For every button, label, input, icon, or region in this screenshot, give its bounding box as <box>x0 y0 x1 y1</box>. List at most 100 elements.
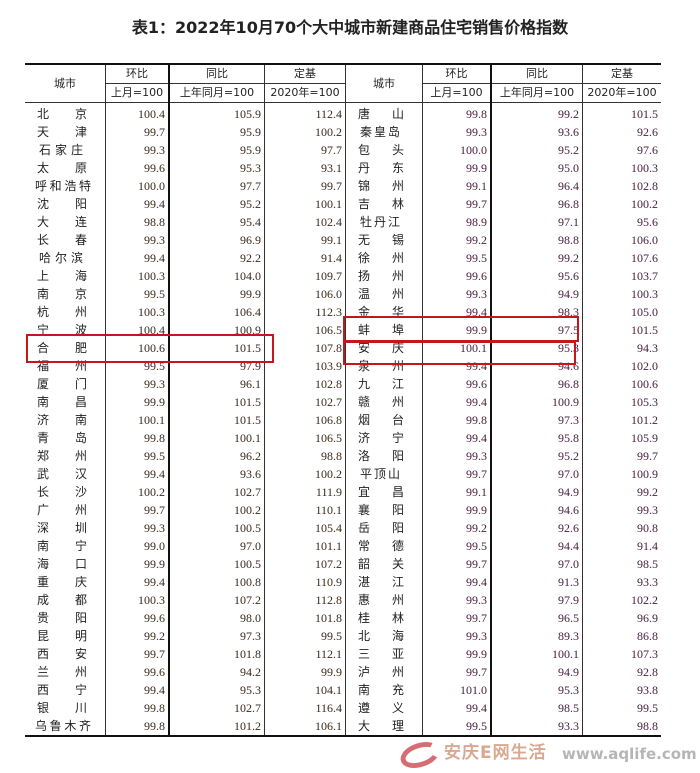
city-name: 锦州 <box>345 177 423 195</box>
header-mom-left: 环比 <box>105 64 169 84</box>
yoy-index: 96.8 <box>490 195 583 213</box>
city-name: 广州 <box>37 503 87 517</box>
city-name: 上海 <box>37 269 87 283</box>
yoy-index: 94.9 <box>490 663 583 681</box>
yoy-index: 91.3 <box>490 573 583 591</box>
mom-index: 99.7 <box>105 123 169 141</box>
table-row: 呼和浩特 100.0 97.7 99.7 锦州 99.1 96.4 102.8 <box>25 177 661 195</box>
yoy-index: 96.9 <box>168 231 265 249</box>
yoy-index: 95.3 <box>490 339 583 357</box>
yoy-index: 101.2 <box>168 717 265 736</box>
city-name: 泉州 <box>345 357 423 375</box>
base-index: 109.7 <box>264 267 346 285</box>
city-name: 包头 <box>345 141 423 159</box>
base-index: 100.3 <box>582 285 661 303</box>
yoy-index: 94.2 <box>168 663 265 681</box>
highlight-box-anqing <box>343 341 576 365</box>
header-base-right: 定基 <box>582 64 661 84</box>
yoy-index: 95.3 <box>168 681 265 699</box>
yoy-index: 94.4 <box>490 537 583 555</box>
yoy-index: 97.9 <box>490 591 583 609</box>
table-row: 青岛 99.8 100.1 106.5 济宁 99.4 95.8 105.9 <box>25 429 661 447</box>
base-index: 105.4 <box>264 519 346 537</box>
table-row: 沈阳 99.4 95.2 100.1 吉林 99.7 96.8 100.2 <box>25 195 661 213</box>
base-index: 99.5 <box>582 699 661 717</box>
mom-index: 99.3 <box>422 285 491 303</box>
base-index: 106.0 <box>582 231 661 249</box>
city-name: 北海 <box>345 627 423 645</box>
city-name: 无锡 <box>345 231 423 249</box>
table-row: 南昌 99.9 101.5 102.7 赣州 99.4 100.9 105.3 <box>25 393 661 411</box>
mom-index: 100.3 <box>105 591 169 609</box>
city-name: 海口 <box>37 557 87 571</box>
mom-index: 100.1 <box>422 339 491 357</box>
table-row: 西宁 99.4 95.3 104.1 南充 101.0 95.3 93.8 <box>25 681 661 699</box>
yoy-index: 92.6 <box>490 519 583 537</box>
mom-index: 99.5 <box>422 537 491 555</box>
yoy-index: 95.2 <box>490 447 583 465</box>
base-index: 86.8 <box>582 627 661 645</box>
mom-index: 99.7 <box>422 663 491 681</box>
mom-index: 99.4 <box>422 699 491 717</box>
mom-index: 99.6 <box>422 267 491 285</box>
mom-index: 99.7 <box>105 501 169 519</box>
yoy-index: 99.2 <box>490 249 583 267</box>
city-name: 赣州 <box>345 393 423 411</box>
yoy-index: 95.3 <box>490 681 583 699</box>
watermark-url: www.aqlife.com <box>562 745 697 763</box>
yoy-index: 104.0 <box>168 267 265 285</box>
base-index: 102.4 <box>264 213 346 231</box>
city-name: 石家庄 <box>39 143 83 157</box>
mom-index: 99.9 <box>422 645 491 663</box>
header-yoy-right: 同比 <box>490 64 583 84</box>
mom-index: 99.9 <box>105 555 169 573</box>
city-name: 深圳 <box>37 521 87 535</box>
yoy-index: 97.0 <box>490 465 583 483</box>
header-mom-sub-right: 上月=100 <box>422 83 491 103</box>
yoy-index: 94.9 <box>490 285 583 303</box>
highlight-box-bengbu <box>343 316 579 342</box>
mom-index: 100.3 <box>105 267 169 285</box>
mom-index: 100.4 <box>105 102 169 123</box>
base-index: 110.9 <box>264 573 346 591</box>
city-name: 南昌 <box>37 395 87 409</box>
base-index: 101.5 <box>582 321 661 339</box>
city-name: 三亚 <box>345 645 423 663</box>
base-index: 106.8 <box>264 411 346 429</box>
base-index: 101.5 <box>582 102 661 123</box>
header-base-sub-left: 2020年=100 <box>264 83 346 103</box>
mom-index: 99.1 <box>422 483 491 501</box>
mom-index: 99.3 <box>422 123 491 141</box>
city-name: 厦门 <box>37 377 87 391</box>
mom-index: 99.3 <box>105 231 169 249</box>
yoy-index: 97.0 <box>490 555 583 573</box>
city-name: 兰州 <box>37 665 87 679</box>
yoy-index: 92.2 <box>168 249 265 267</box>
yoy-index: 96.1 <box>168 375 265 393</box>
base-index: 105.9 <box>582 429 661 447</box>
table-row: 乌鲁木齐 99.8 101.2 106.1 大理 99.5 93.3 98.8 <box>25 717 661 736</box>
yoy-index: 96.4 <box>490 177 583 195</box>
yoy-index: 102.7 <box>168 699 265 717</box>
base-index: 93.8 <box>582 681 661 699</box>
city-name: 九江 <box>345 375 423 393</box>
table-row: 武汉 99.4 93.6 100.2 平顶山 99.7 97.0 100.9 <box>25 465 661 483</box>
table-row: 银川 99.8 102.7 116.4 遵义 99.4 98.5 99.5 <box>25 699 661 717</box>
city-name: 乌鲁木齐 <box>35 719 91 733</box>
mom-index: 99.2 <box>105 627 169 645</box>
base-index: 102.8 <box>582 177 661 195</box>
mom-index: 99.4 <box>422 429 491 447</box>
city-name: 武汉 <box>37 467 87 481</box>
yoy-index: 95.3 <box>168 159 265 177</box>
city-name: 烟台 <box>345 411 423 429</box>
city-name: 徐州 <box>345 249 423 267</box>
city-name: 秦皇岛 <box>345 123 423 141</box>
city-name: 大连 <box>37 215 87 229</box>
yoy-index: 102.7 <box>168 483 265 501</box>
base-index: 92.6 <box>582 123 661 141</box>
mom-index: 99.4 <box>105 681 169 699</box>
base-index: 100.2 <box>582 195 661 213</box>
mom-index: 99.9 <box>422 321 491 339</box>
mom-index: 98.9 <box>422 213 491 231</box>
base-index: 110.1 <box>264 501 346 519</box>
